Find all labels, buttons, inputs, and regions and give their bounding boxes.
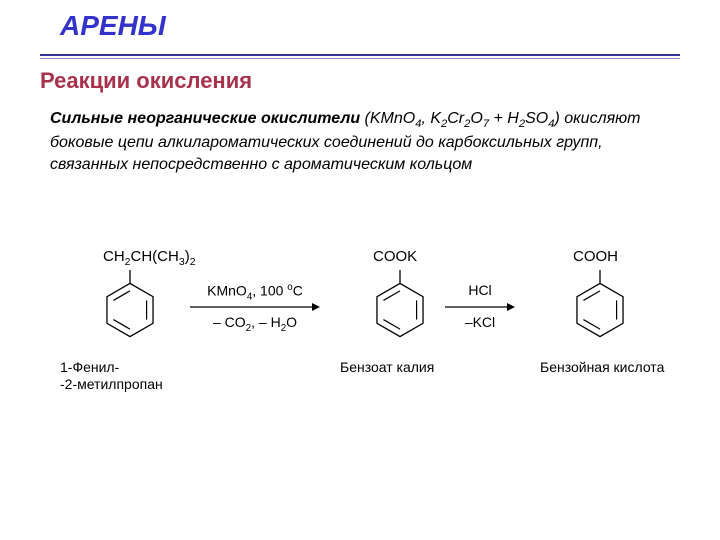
substituent-1: CH2CH(CH3)2 (103, 248, 196, 268)
divider-top (40, 54, 680, 56)
arrow-1-top: KMnO4, 100 oC (190, 282, 320, 303)
subtitle: Реакции окисления (40, 68, 252, 94)
divider-bottom (40, 58, 680, 59)
page-title: АРЕНЫ (60, 10, 166, 42)
slide: АРЕНЫ Реакции окисления Сильные неоргани… (0, 0, 720, 540)
molecule-3-label: Бензойная кислота (540, 359, 660, 376)
substituent-2: COOK (373, 248, 417, 265)
arrow-1-bottom: – CO2, – H2O (190, 314, 320, 335)
reaction-scheme: CH2CH(CH3)2 1-Фенил- -2-метилпропан KMnO… (40, 230, 690, 430)
reaction-arrow-2: HCl –KCl (445, 300, 515, 318)
molecule-3: COOH Бензойная кислота (540, 270, 660, 376)
body-lead: Сильные неорганические окислители (50, 110, 360, 127)
molecule-1-label: 1-Фенил- -2-метилпропан (60, 359, 190, 393)
arrow-2-bottom: –KCl (445, 314, 515, 331)
reaction-arrow-1: KMnO4, 100 oC – CO2, – H2O (190, 300, 320, 318)
molecule-1: CH2CH(CH3)2 1-Фенил- -2-метилпропан (70, 270, 190, 393)
substituent-3: COOH (573, 248, 618, 265)
molecule-2: COOK Бензоат калия (340, 270, 460, 376)
body-text: Сильные неорганические окислители (KMnO4… (50, 108, 660, 175)
molecule-2-label: Бензоат калия (340, 359, 460, 376)
arrow-2-top: HCl (445, 282, 515, 299)
